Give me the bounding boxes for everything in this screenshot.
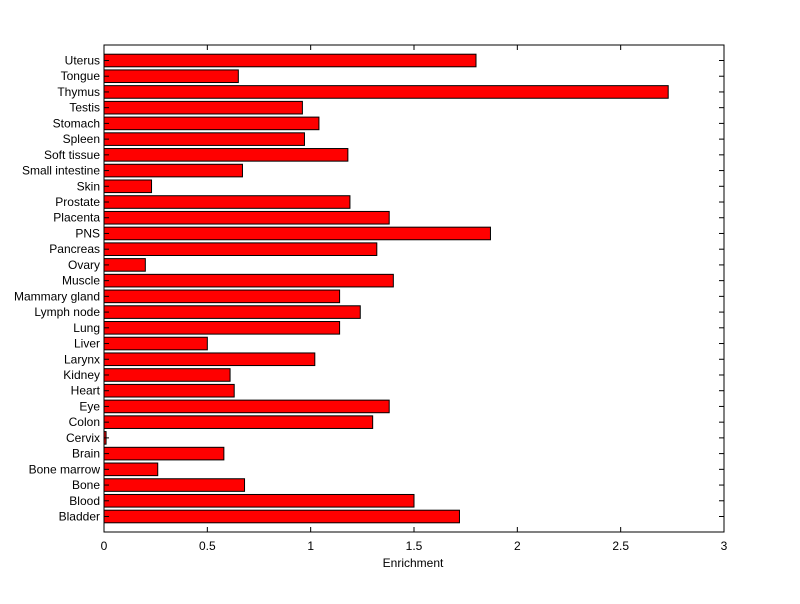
bar-soft-tissue xyxy=(103,148,349,162)
bar-thymus xyxy=(103,85,669,99)
y-tick-label-brain: Brain xyxy=(72,447,100,461)
y-tick-label-lymph-node: Lymph node xyxy=(34,305,100,319)
bar-heart xyxy=(103,383,235,398)
y-tick-label-pancreas: Pancreas xyxy=(49,242,100,256)
bar-blood xyxy=(103,493,415,508)
bar-spleen xyxy=(103,132,305,146)
x-tick-label: 0 xyxy=(101,539,108,553)
y-tick-label-kidney: Kidney xyxy=(63,368,100,382)
y-tick-label-spleen: Spleen xyxy=(63,132,100,146)
bar-muscle xyxy=(103,273,394,288)
y-tick-label-uterus: Uterus xyxy=(65,54,100,68)
bar-mammary-gland xyxy=(103,289,341,304)
bar-liver xyxy=(103,336,208,351)
bar-tongue xyxy=(103,69,239,84)
x-tick-label: 1.5 xyxy=(406,539,423,553)
y-tick-label-mammary-gland: Mammary gland xyxy=(14,289,100,303)
bar-ovary xyxy=(103,258,146,272)
bar-brain xyxy=(103,446,225,461)
bar-bladder xyxy=(103,509,460,524)
y-tick-label-lung: Lung xyxy=(73,321,100,335)
bar-lymph-node xyxy=(103,305,361,319)
y-tick-label-bladder: Bladder xyxy=(59,510,100,524)
x-tick-label: 0.5 xyxy=(199,539,216,553)
y-tick-label-eye: Eye xyxy=(79,399,100,413)
bar-bone-marrow xyxy=(103,462,159,477)
bar-kidney xyxy=(103,368,231,382)
y-tick-label-ovary: Ovary xyxy=(68,258,100,272)
x-tick-label: 2.5 xyxy=(612,539,629,553)
bar-larynx xyxy=(103,352,316,367)
bar-pns xyxy=(103,226,491,241)
bar-prostate xyxy=(103,195,351,209)
y-tick-label-blood: Blood xyxy=(69,494,100,508)
y-tick-label-colon: Colon xyxy=(69,415,100,429)
y-tick-label-skin: Skin xyxy=(77,179,100,193)
bar-lung xyxy=(103,321,341,335)
y-tick-label-testis: Testis xyxy=(69,101,100,115)
x-tick-label: 3 xyxy=(721,539,728,553)
bar-eye xyxy=(103,399,390,414)
x-tick-label: 1 xyxy=(307,539,314,553)
y-tick-label-soft-tissue: Soft tissue xyxy=(44,148,100,162)
y-tick-label-larynx: Larynx xyxy=(64,352,100,366)
y-tick-label-placenta: Placenta xyxy=(53,211,100,225)
y-tick-label-cervix: Cervix xyxy=(66,431,100,445)
y-tick-label-prostate: Prostate xyxy=(55,195,100,209)
bar-skin xyxy=(103,179,153,194)
bar-placenta xyxy=(103,210,390,225)
bar-bone xyxy=(103,478,246,492)
y-tick-label-bone: Bone xyxy=(72,478,100,492)
y-tick-label-thymus: Thymus xyxy=(57,85,100,99)
bar-colon xyxy=(103,415,374,429)
bar-pancreas xyxy=(103,242,378,256)
y-tick-label-muscle: Muscle xyxy=(62,274,100,288)
bar-testis xyxy=(103,100,303,115)
y-tick-label-heart: Heart xyxy=(71,384,101,398)
y-tick-label-small-intestine: Small intestine xyxy=(22,164,100,178)
x-tick-label: 2 xyxy=(514,539,521,553)
y-tick-label-stomach: Stomach xyxy=(53,116,100,130)
y-tick-label-pns: PNS xyxy=(75,226,100,240)
y-tick-label-bone-marrow: Bone marrow xyxy=(29,462,101,476)
bar-stomach xyxy=(103,116,320,131)
ticks-layer xyxy=(103,45,725,532)
plot-frame xyxy=(103,44,725,533)
bar-small-intestine xyxy=(103,163,243,178)
y-tick-label-liver: Liver xyxy=(74,337,100,351)
y-tick-label-tongue: Tongue xyxy=(61,69,101,83)
x-axis-label: Enrichment xyxy=(383,556,444,570)
bar-uterus xyxy=(103,53,477,68)
